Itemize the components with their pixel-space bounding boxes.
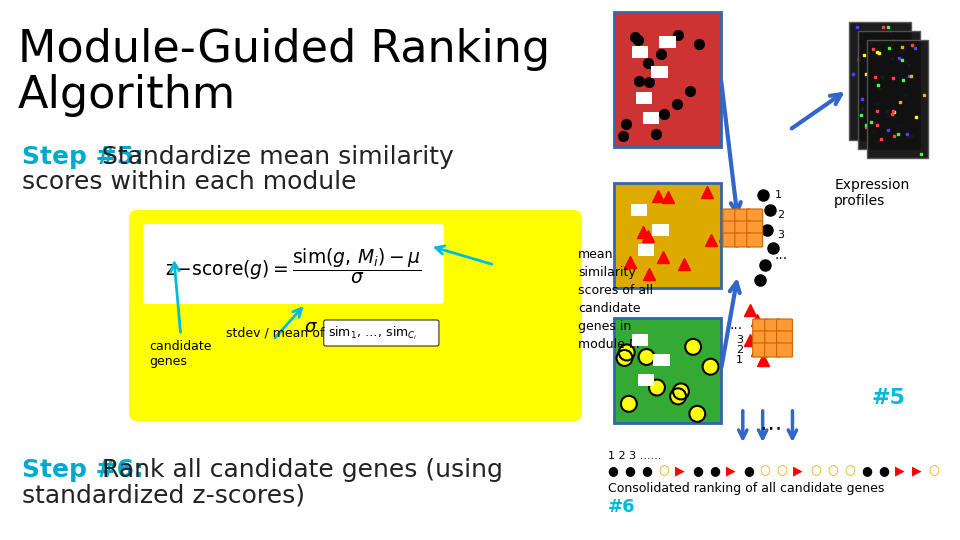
Text: #5: #5 bbox=[872, 388, 906, 408]
Text: 2: 2 bbox=[778, 210, 784, 220]
Text: Expression
profiles: Expression profiles bbox=[834, 178, 909, 208]
Text: 1: 1 bbox=[775, 190, 781, 200]
Text: ○: ○ bbox=[810, 464, 821, 477]
FancyBboxPatch shape bbox=[777, 319, 792, 333]
Text: ...: ... bbox=[775, 248, 788, 262]
FancyBboxPatch shape bbox=[654, 354, 670, 366]
Text: ●: ● bbox=[641, 464, 653, 477]
Text: 3: 3 bbox=[735, 335, 743, 345]
FancyBboxPatch shape bbox=[867, 40, 928, 158]
Text: ●: ● bbox=[625, 464, 636, 477]
FancyBboxPatch shape bbox=[734, 221, 751, 235]
FancyBboxPatch shape bbox=[632, 334, 648, 346]
Text: 1 2 3 ......: 1 2 3 ...... bbox=[608, 451, 661, 461]
Text: ▶: ▶ bbox=[794, 464, 804, 477]
FancyBboxPatch shape bbox=[652, 66, 668, 78]
Text: Standardize mean similarity: Standardize mean similarity bbox=[103, 145, 454, 169]
FancyBboxPatch shape bbox=[613, 12, 721, 147]
FancyBboxPatch shape bbox=[143, 224, 444, 304]
Circle shape bbox=[703, 359, 718, 375]
Text: ...: ... bbox=[730, 318, 743, 332]
FancyBboxPatch shape bbox=[753, 343, 769, 357]
Text: 1: 1 bbox=[735, 355, 743, 365]
FancyBboxPatch shape bbox=[747, 233, 762, 247]
FancyBboxPatch shape bbox=[636, 92, 653, 104]
Circle shape bbox=[670, 388, 686, 404]
Text: ▶: ▶ bbox=[895, 464, 904, 477]
FancyBboxPatch shape bbox=[723, 209, 739, 223]
Text: Rank all candidate genes (using: Rank all candidate genes (using bbox=[103, 458, 503, 482]
FancyBboxPatch shape bbox=[849, 22, 911, 140]
FancyBboxPatch shape bbox=[613, 183, 721, 288]
Text: ○: ○ bbox=[844, 464, 855, 477]
Text: ○: ○ bbox=[759, 464, 771, 477]
FancyBboxPatch shape bbox=[753, 319, 769, 333]
FancyBboxPatch shape bbox=[753, 331, 769, 345]
Circle shape bbox=[673, 383, 689, 400]
Text: Consolidated ranking of all candidate genes: Consolidated ranking of all candidate ge… bbox=[608, 482, 884, 495]
Text: $\sigma$: $\sigma$ bbox=[304, 318, 319, 336]
FancyBboxPatch shape bbox=[765, 319, 780, 333]
Text: ▶: ▶ bbox=[675, 464, 684, 477]
FancyBboxPatch shape bbox=[747, 209, 762, 223]
Text: ○: ○ bbox=[659, 464, 669, 477]
Circle shape bbox=[649, 380, 665, 395]
FancyBboxPatch shape bbox=[765, 343, 780, 357]
FancyBboxPatch shape bbox=[747, 221, 762, 235]
Text: Module-Guided Ranking: Module-Guided Ranking bbox=[18, 28, 550, 71]
Text: candidate
genes: candidate genes bbox=[149, 340, 211, 368]
FancyBboxPatch shape bbox=[632, 46, 648, 58]
FancyBboxPatch shape bbox=[324, 320, 439, 346]
Text: #6: #6 bbox=[608, 498, 636, 516]
Circle shape bbox=[621, 396, 636, 412]
Text: mean
similarity
scores of all
candidate
genes in
module Mᴵ: mean similarity scores of all candidate … bbox=[578, 248, 653, 351]
Text: $\cdots$: $\cdots$ bbox=[758, 417, 780, 437]
Text: ●: ● bbox=[861, 464, 872, 477]
FancyBboxPatch shape bbox=[765, 331, 780, 345]
Text: $\mathrm{sim}_1,\, \ldots,\, \mathrm{sim}_{C_i}$: $\mathrm{sim}_1,\, \ldots,\, \mathrm{sim… bbox=[327, 324, 418, 342]
Text: Step #6:: Step #6: bbox=[22, 458, 144, 482]
Text: ●: ● bbox=[608, 464, 618, 477]
FancyBboxPatch shape bbox=[637, 244, 655, 256]
Text: $\mathrm{z\!-\!score}(g) = \dfrac{\mathrm{sim}(g,\,M_i) - \mu}{\sigma}$: $\mathrm{z\!-\!score}(g) = \dfrac{\mathr… bbox=[165, 246, 421, 286]
Text: ●: ● bbox=[692, 464, 703, 477]
FancyBboxPatch shape bbox=[653, 224, 669, 236]
Text: ▶: ▶ bbox=[912, 464, 922, 477]
FancyBboxPatch shape bbox=[642, 112, 660, 124]
Circle shape bbox=[685, 339, 701, 355]
Text: 2: 2 bbox=[735, 345, 743, 355]
FancyBboxPatch shape bbox=[734, 209, 751, 223]
Text: ▶: ▶ bbox=[726, 464, 735, 477]
Text: Algorithm: Algorithm bbox=[18, 74, 236, 117]
FancyBboxPatch shape bbox=[631, 204, 647, 216]
FancyBboxPatch shape bbox=[613, 318, 721, 423]
FancyBboxPatch shape bbox=[734, 233, 751, 247]
Text: ○: ○ bbox=[777, 464, 787, 477]
Text: scores within each module: scores within each module bbox=[22, 170, 356, 194]
Text: Step #5:: Step #5: bbox=[22, 145, 144, 169]
FancyBboxPatch shape bbox=[637, 374, 655, 386]
Text: ○: ○ bbox=[828, 464, 838, 477]
Circle shape bbox=[638, 349, 655, 365]
Text: 3: 3 bbox=[778, 230, 784, 240]
FancyBboxPatch shape bbox=[777, 343, 792, 357]
Circle shape bbox=[689, 406, 706, 422]
FancyBboxPatch shape bbox=[777, 331, 792, 345]
FancyBboxPatch shape bbox=[660, 36, 676, 48]
Text: ●: ● bbox=[709, 464, 720, 477]
Circle shape bbox=[619, 345, 635, 361]
Text: ●: ● bbox=[877, 464, 889, 477]
Text: standardized z-scores): standardized z-scores) bbox=[22, 483, 305, 507]
Text: ○: ○ bbox=[928, 464, 940, 477]
Circle shape bbox=[616, 350, 633, 366]
Text: ●: ● bbox=[743, 464, 754, 477]
FancyBboxPatch shape bbox=[723, 233, 739, 247]
FancyBboxPatch shape bbox=[129, 210, 582, 421]
FancyBboxPatch shape bbox=[723, 221, 739, 235]
Text: stdev / mean of: stdev / mean of bbox=[227, 327, 324, 340]
FancyBboxPatch shape bbox=[858, 31, 920, 149]
